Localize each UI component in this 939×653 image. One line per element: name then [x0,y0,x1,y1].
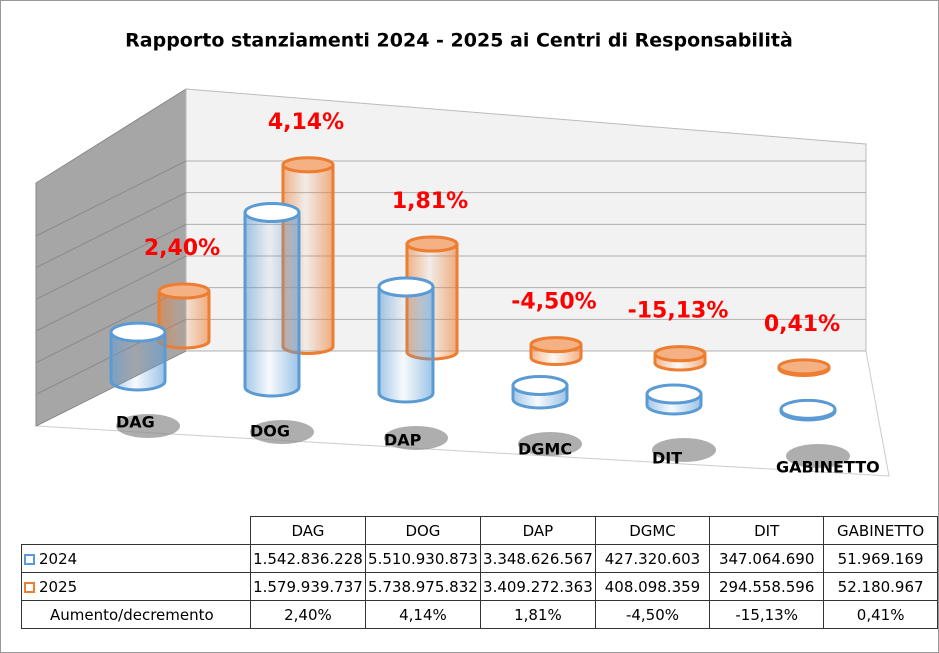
change-label: 1,81% [392,189,468,214]
cylinder-top [653,345,707,363]
legend-label: 2025 [39,577,78,596]
value-cell: 427.320.603 [594,544,711,573]
legend-icon [24,581,35,593]
category-label: GABINETTO [776,458,880,477]
change-label: 0,41% [764,312,840,337]
cylinder-top [777,358,831,376]
chart-title: Rapporto stanziamenti 2024 - 2025 ai Cen… [125,30,793,52]
cylinder-top [281,156,335,174]
change-row: Aumento/decremento 2,40% 4,14% 1,81% -4,50% -… [21,600,938,629]
cylinder [243,212,301,398]
grid-line [35,192,187,269]
series-row: 2024 1.542.836.228 5.510.930.873 3.348.626.… [21,544,938,573]
shadow [250,420,314,444]
change-cell: 0,41% [823,600,938,629]
change-label: 2,40% [144,236,220,261]
value-cell: 5.738.975.832 [364,572,481,601]
value-cell: 1.579.939.737 [249,572,366,601]
change-label: 4,14% [268,110,344,135]
cylinder-top [377,276,435,298]
cylinder [377,286,435,404]
value-cell: 408.098.359 [594,572,711,601]
category-label: DIT [652,449,682,468]
shadow [652,438,716,462]
value-cell: 51.969.169 [823,544,938,573]
value-cell: 294.558.596 [709,572,825,601]
column-header: GABINETTO [823,516,938,545]
cylinder-top [779,398,837,420]
row-header: 2024 [21,544,251,573]
cylinder-top [511,374,569,396]
grid-line [35,160,187,237]
legend-label: 2024 [39,549,78,568]
row-header: 2025 [21,572,251,601]
value-cell: 3.348.626.567 [479,544,596,573]
cylinder-top [243,201,301,223]
change-label: -4,50% [511,290,596,315]
cylinder-top [157,282,211,300]
column-header: DOG [364,516,481,545]
series-row: 2025 1.579.939.737 5.738.975.832 3.409.272.… [21,572,938,601]
cylinder-top [529,336,583,354]
change-cell: -4,50% [594,600,711,629]
grid-line [35,223,187,300]
change-cell: 1,81% [479,600,596,629]
cylinder-top [645,383,703,405]
cylinder-top [109,321,167,343]
change-cell: 4,14% [364,600,481,629]
category-label: DOG [250,422,290,441]
shadow [116,414,180,438]
cylinder-top [405,235,459,253]
change-label: -15,13% [628,299,729,324]
chart: Rapporto stanziamenti 2024 - 2025 ai Cen… [34,30,890,477]
value-cell: 52.180.967 [823,572,938,601]
column-header: DAP [479,516,596,545]
category-label: DAP [384,431,422,450]
legend-icon [24,553,35,565]
column-header: DIT [709,516,825,545]
change-cell: 2,40% [249,600,366,629]
value-cell: 3.409.272.363 [479,572,596,601]
category-label: DAG [116,413,155,432]
corner [22,517,251,545]
column-header: DAG [249,516,366,545]
change-cell: -15,13% [709,600,825,629]
data-table: DAG DOG DAP DGMC DIT GABINETTO 2024 1.542.836.2… [21,516,938,629]
value-cell: 5.510.930.873 [364,544,481,573]
category-label: DGMC [518,440,572,459]
value-cell: 347.064.690 [709,544,825,573]
shadow [786,444,850,468]
shadow [518,432,582,456]
header-row: DAG DOG DAP DGMC DIT GABINETTO [22,516,938,545]
column-header: DGMC [594,516,711,545]
value-cell: 1.542.836.228 [249,544,366,573]
grid-line [35,255,187,332]
row-header: Aumento/decremento [21,600,251,629]
shadow [384,426,448,450]
